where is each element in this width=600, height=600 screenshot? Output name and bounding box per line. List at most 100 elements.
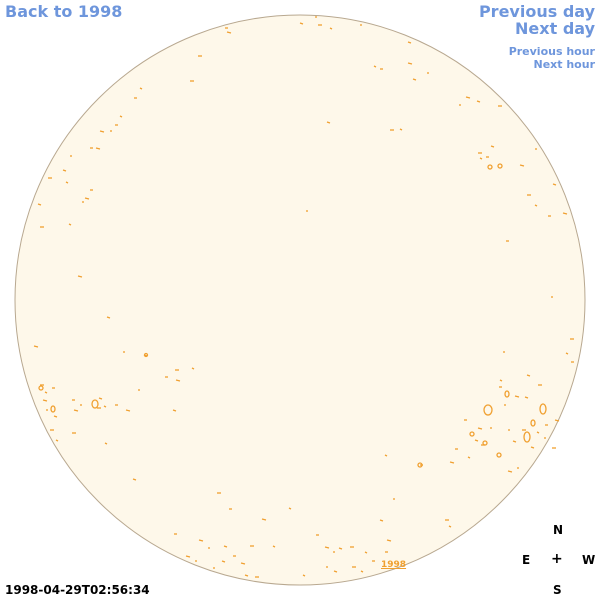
contour-loop <box>143 352 149 358</box>
next-day-link[interactable]: Next day <box>515 19 595 38</box>
contour-mark <box>373 65 377 68</box>
contour-mark <box>490 145 495 148</box>
contour-loop <box>50 405 56 413</box>
contour-loop <box>38 385 44 391</box>
contour-mark <box>65 181 69 184</box>
contour-mark <box>565 352 569 355</box>
previous-hour-link[interactable]: Previous hour <box>508 45 595 58</box>
contour-mark <box>364 551 368 554</box>
contour-mark <box>379 519 384 522</box>
contour-mark <box>106 316 111 319</box>
contour-mark <box>534 204 538 207</box>
contour-mark <box>191 367 195 370</box>
contour-mark <box>44 391 48 394</box>
contour-mark <box>261 518 267 521</box>
contour-mark <box>474 439 479 442</box>
contour-mark <box>302 574 306 577</box>
contour-mark <box>185 555 191 558</box>
contour-mark <box>448 525 452 528</box>
contour-mark <box>530 446 535 449</box>
previous-day-link[interactable]: Previous day <box>478 2 595 21</box>
contour-mark <box>512 440 517 443</box>
contour-mark <box>479 157 483 160</box>
back-to-year-link[interactable]: Back to 1998 <box>5 2 123 21</box>
contour-mark <box>499 379 503 382</box>
contour-mark <box>37 203 42 206</box>
contour-mark <box>77 275 83 278</box>
contour-mark <box>514 395 520 398</box>
next-hour-link[interactable]: Next hour <box>533 58 596 71</box>
contour-mark <box>226 31 232 34</box>
contour-mark <box>99 130 105 133</box>
contour-loop <box>417 462 423 468</box>
contour-mark <box>536 431 540 434</box>
contour-mark <box>42 399 48 402</box>
contour-mark <box>55 439 59 442</box>
compass-north-label: N <box>553 523 564 537</box>
contour-mark <box>386 539 392 542</box>
contour-mark <box>53 415 58 418</box>
compass-south-label: S <box>553 583 562 597</box>
contour-loop <box>483 404 493 416</box>
contour-mark <box>104 442 108 445</box>
contour-mark <box>384 454 388 457</box>
contour-loop <box>482 440 488 446</box>
contour-mark <box>465 96 471 99</box>
contour-loop <box>504 390 510 398</box>
contour-mark <box>329 27 333 30</box>
contour-mark <box>526 374 531 377</box>
compass-east-label: E <box>522 553 531 567</box>
contour-mark <box>562 212 568 215</box>
contour-mark <box>103 405 107 408</box>
compass-west-label: W <box>582 553 596 567</box>
contour-mark <box>524 396 529 399</box>
contour-mark <box>407 62 413 65</box>
contour-mark <box>519 164 525 167</box>
contour-mark <box>33 345 39 348</box>
contour-mark <box>223 545 228 548</box>
contour-mark <box>139 87 143 90</box>
contour-mark <box>552 183 557 186</box>
contour-loop <box>523 431 531 443</box>
contour-mark <box>412 78 417 81</box>
contour-mark <box>62 169 67 172</box>
contour-mark <box>95 147 101 150</box>
contour-mark <box>399 128 403 131</box>
contour-mark <box>244 574 249 577</box>
contour-mark <box>360 570 364 573</box>
year-link[interactable]: 1998 <box>381 560 407 570</box>
contour-loop <box>91 399 99 409</box>
magnetic-contours <box>33 16 574 578</box>
contour-mark <box>84 197 90 200</box>
contour-mark <box>68 223 72 226</box>
contour-mark <box>98 397 103 400</box>
contour-mark <box>119 115 123 118</box>
contour-mark <box>449 461 455 464</box>
contour-mark <box>407 41 412 44</box>
contour-loop <box>539 403 547 415</box>
contour-mark <box>240 562 246 565</box>
contour-mark <box>507 470 513 473</box>
contour-mark <box>338 547 343 550</box>
compass-center-cross: + <box>551 551 563 567</box>
contour-mark <box>132 478 137 481</box>
contour-loop <box>487 164 493 170</box>
contour-mark <box>272 545 276 548</box>
contour-mark <box>288 507 292 510</box>
solar-disk <box>14 14 586 586</box>
contour-mark <box>554 419 560 422</box>
contour-loop <box>469 431 475 437</box>
contour-mark <box>172 409 177 412</box>
observation-timestamp: 1998-04-29T02:56:34 <box>5 583 150 597</box>
contour-mark <box>221 560 226 563</box>
contour-mark <box>476 100 481 103</box>
contour-mark <box>333 570 338 573</box>
contour-mark <box>477 427 483 430</box>
contour-mark <box>299 22 304 25</box>
contour-mark <box>125 409 131 412</box>
contour-mark <box>175 379 181 382</box>
contour-mark <box>73 409 79 412</box>
contour-mark <box>198 539 204 542</box>
contour-mark <box>324 546 330 549</box>
